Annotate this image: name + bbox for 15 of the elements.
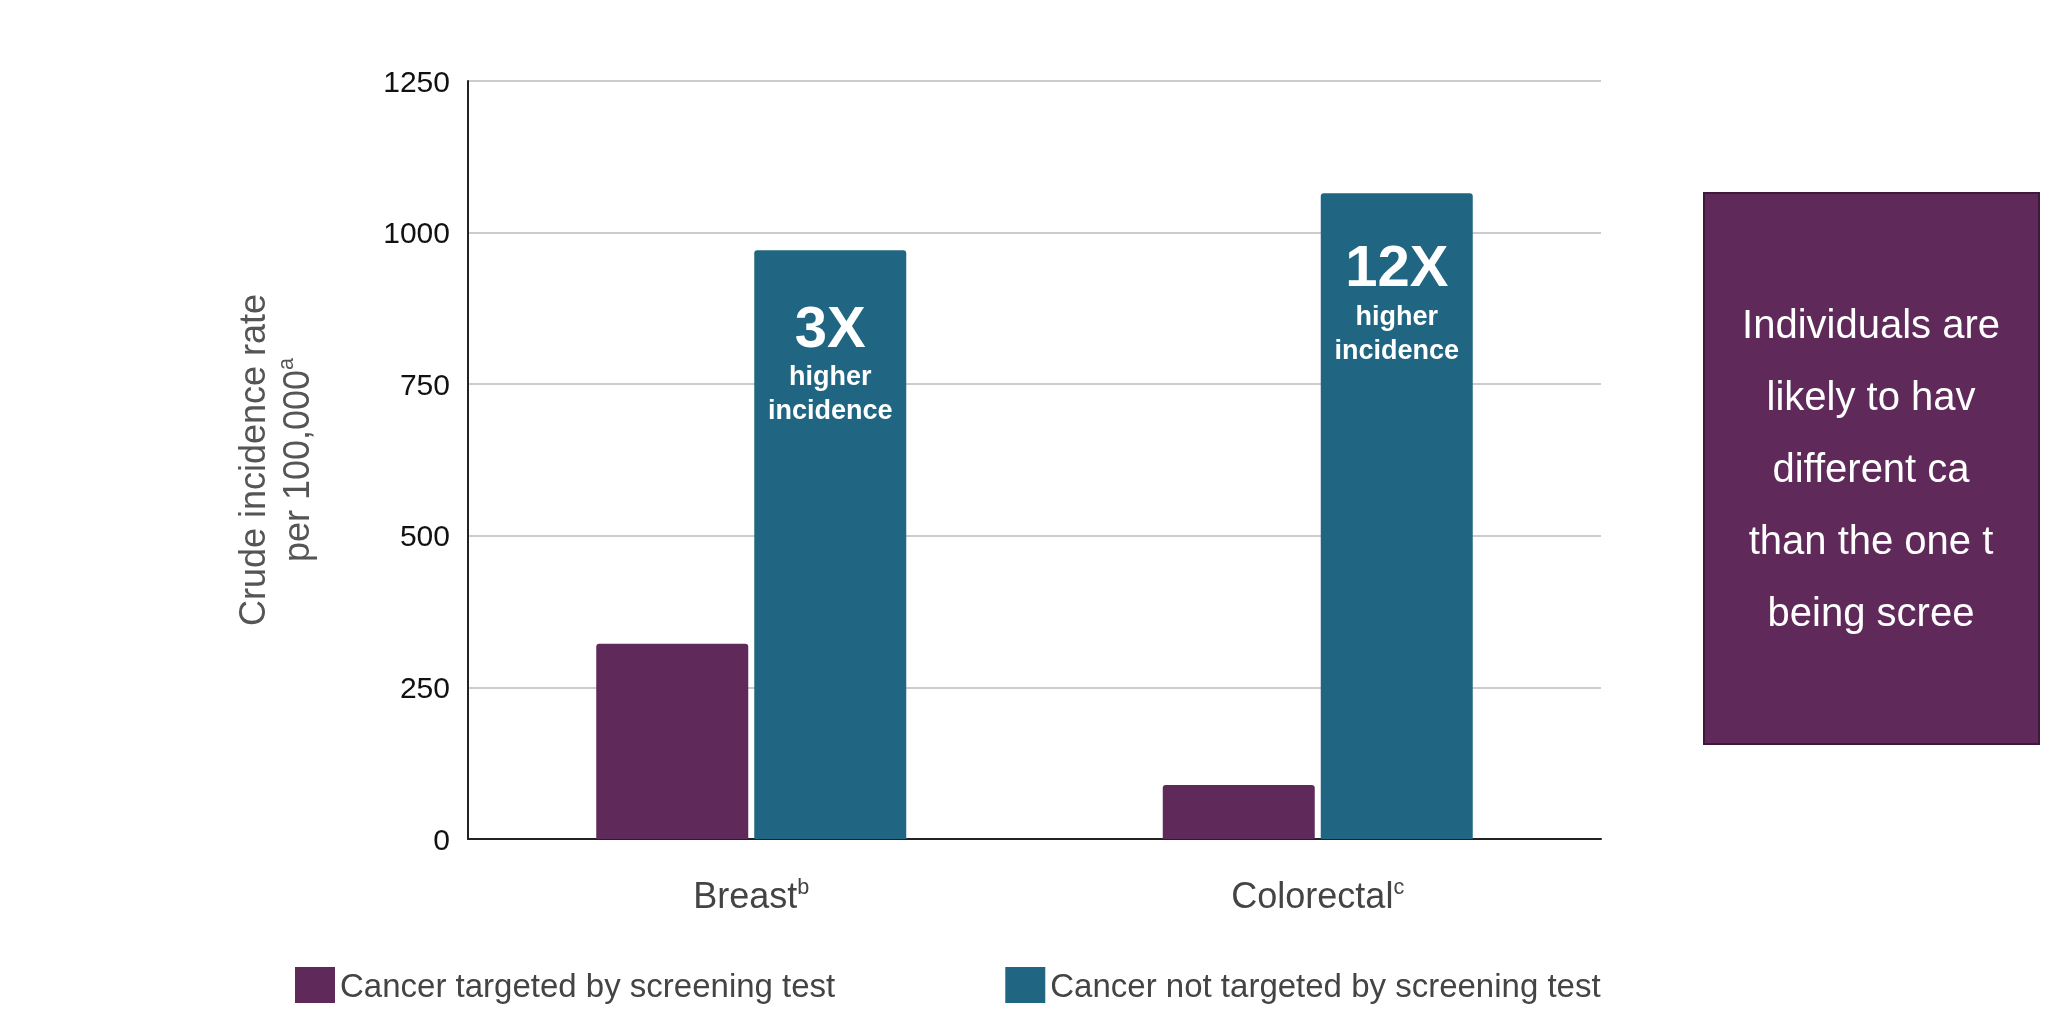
y-tick-label: 1250 [383,64,450,98]
bar [1320,193,1473,839]
text: Individuals are likely to hav different ca than the one t being scree [1742,302,2000,634]
legend-label: Cancer targeted by screening test [340,966,836,1004]
y-tick-label: 750 [399,367,450,401]
y-tick-label: 0 [433,822,450,856]
y-tick-label: 500 [399,519,450,553]
annotation: 12X higher incidence [1334,233,1460,365]
bar [596,643,749,839]
legend-label: Cancer not targeted by screening test [1050,966,1601,1004]
y-tick-label: 250 [399,670,450,704]
y-tick-label: 1000 [383,216,450,250]
annotation: 3X higher incidence [767,293,893,426]
bar [1162,785,1315,839]
bar [754,250,907,839]
